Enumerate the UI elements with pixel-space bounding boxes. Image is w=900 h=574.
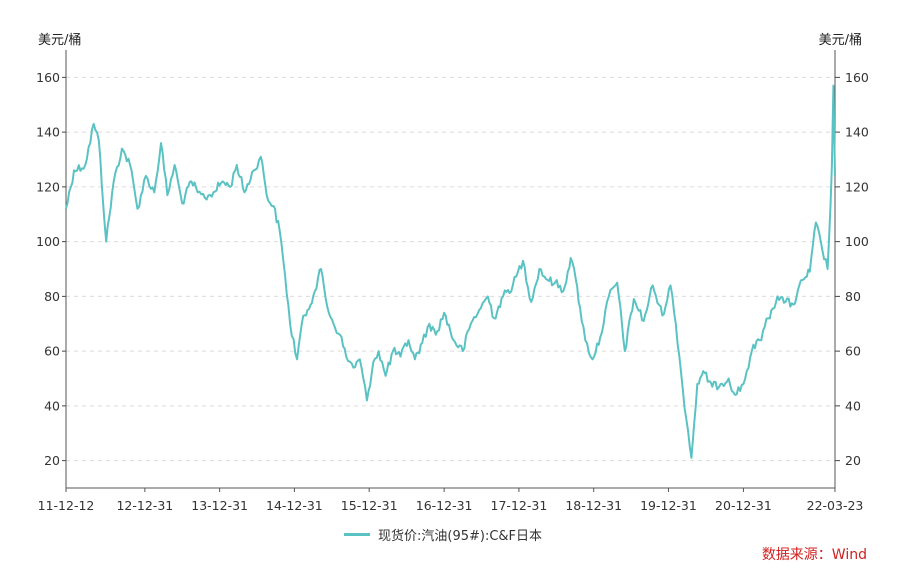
- axes: [65, 50, 836, 492]
- y-tick-label-left: 120: [36, 179, 60, 194]
- y-tick-labels-right: 20 40 60 80 100 120 140 160: [845, 70, 869, 468]
- y-tick-label-right: 100: [845, 234, 869, 249]
- x-tick-label: 20-12-31: [715, 498, 772, 513]
- x-tick-label: 16-12-31: [416, 498, 473, 513]
- y-tick-label-left: 100: [36, 234, 60, 249]
- x-tick-label: 18-12-31: [565, 498, 622, 513]
- y-tick-label-left: 60: [44, 344, 60, 359]
- x-tick-label: 15-12-31: [341, 498, 398, 513]
- series-lines: [65, 84, 836, 459]
- legend: 现货价:汽油(95#):C&F日本: [344, 525, 543, 544]
- y-axis-unit-right: 美元/桶: [819, 33, 862, 48]
- x-tick-label: 13-12-31: [191, 498, 248, 513]
- y-tick-label-right: 160: [845, 70, 869, 85]
- y-tick-labels-left: 20 40 60 80 100 120 140 160: [36, 70, 60, 468]
- y-tick-label-right: 120: [845, 179, 869, 194]
- y-tick-label-right: 60: [845, 344, 861, 359]
- y-tick-label-left: 160: [36, 70, 60, 85]
- x-tick-label: 19-12-31: [640, 498, 697, 513]
- x-tick-label: 12-12-31: [116, 498, 173, 513]
- data-source-note: 数据来源：Wind: [761, 547, 867, 563]
- y-tick-label-right: 140: [845, 125, 869, 140]
- series-line: [65, 84, 836, 459]
- x-tick-label: 22-03-23: [807, 498, 864, 513]
- y-tick-label-right: 40: [845, 398, 861, 413]
- legend-swatch: [344, 532, 370, 536]
- y-tick-label-left: 40: [44, 398, 60, 413]
- x-tick-label: 17-12-31: [491, 498, 548, 513]
- legend-label: 现货价:汽油(95#):C&F日本: [378, 528, 543, 544]
- x-tick-labels: 11-12-12 12-12-31 13-12-31 14-12-31 15-12-31…: [38, 498, 864, 513]
- y-tick-label-left: 80: [44, 289, 60, 304]
- y-tick-label-right: 20: [845, 453, 861, 468]
- grid-lines: [62, 76, 840, 462]
- x-tick-label: 14-12-31: [266, 498, 323, 513]
- y-tick-label-left: 140: [36, 125, 60, 140]
- y-tick-label-left: 20: [44, 453, 60, 468]
- x-tick-label: 11-12-12: [38, 498, 95, 513]
- y-tick-label-right: 80: [845, 289, 861, 304]
- y-axis-unit-left: 美元/桶: [38, 33, 81, 48]
